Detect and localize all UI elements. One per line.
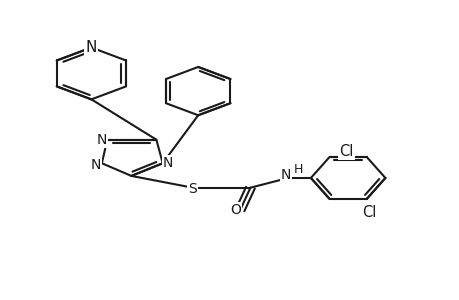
Text: N: N <box>90 158 101 172</box>
Text: Cl: Cl <box>361 205 375 220</box>
Text: N: N <box>280 168 291 182</box>
Text: S: S <box>188 182 197 196</box>
Text: N: N <box>85 40 97 55</box>
Text: Cl: Cl <box>339 144 353 159</box>
Text: O: O <box>230 203 241 218</box>
Text: N: N <box>96 133 107 147</box>
Text: N: N <box>162 156 173 170</box>
Text: H: H <box>293 163 302 176</box>
